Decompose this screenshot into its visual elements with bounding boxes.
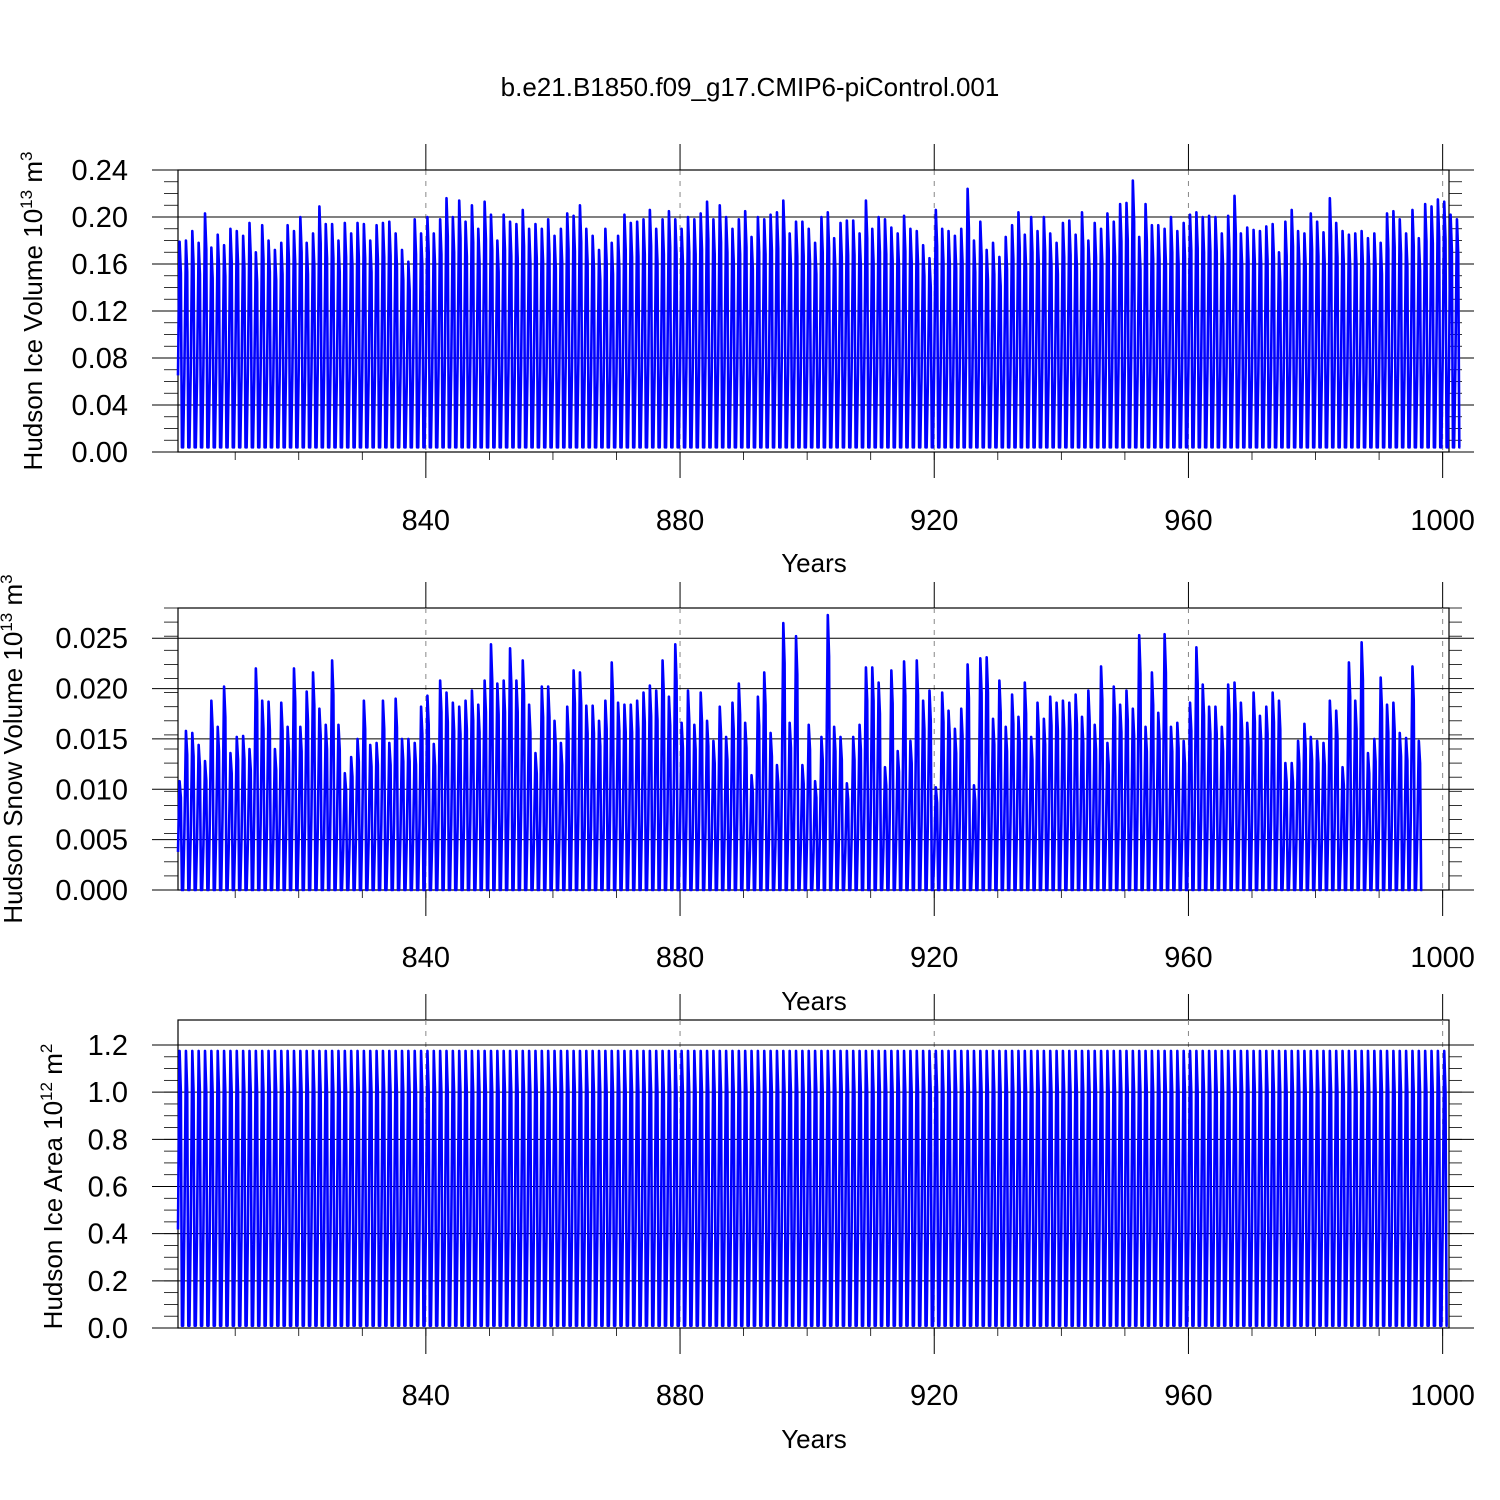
y-tick-label: 1.2: [88, 1030, 128, 1062]
y-tick-label: 0.6: [88, 1172, 128, 1204]
y-tick-label: 0.000: [55, 875, 128, 907]
y-tick-label: 0.20: [72, 202, 128, 234]
y-tick-label: 0.00: [72, 437, 128, 469]
y-tick-label: 0.12: [72, 296, 128, 328]
x-tick-label: 880: [656, 942, 704, 974]
x-tick-label: 960: [1164, 1380, 1212, 1412]
x-tick-label: 960: [1164, 505, 1212, 537]
x-tick-label: 840: [402, 1380, 450, 1412]
x-tick-label: 840: [402, 505, 450, 537]
y-tick-label: 0.8: [88, 1124, 128, 1156]
y-tick-label: 1.0: [88, 1077, 128, 1109]
x-axis-label: Years: [781, 1424, 847, 1454]
y-tick-label: 0.010: [55, 774, 128, 806]
y-tick-label: 0.16: [72, 249, 128, 281]
series-line: [176, 1049, 1448, 1327]
x-tick-label: 1000: [1410, 1380, 1475, 1412]
series-line: [176, 613, 1423, 892]
x-axis-label: Years: [781, 986, 847, 1016]
y-tick-label: 0.4: [88, 1219, 128, 1251]
y-axis-label: Hudson Ice Volume 1013 m3: [17, 152, 48, 471]
x-tick-label: 1000: [1410, 505, 1475, 537]
y-tick-label: 0.020: [55, 674, 128, 706]
x-tick-label: 880: [656, 505, 704, 537]
x-tick-label: 840: [402, 942, 450, 974]
panel-ice-volume: 0.00 0.04 0.08 0.12 0.16 0.20 0.24 840 880 920 960…: [17, 144, 1475, 578]
y-axis-label: Hudson Ice Area 1012 m2: [37, 1044, 68, 1330]
x-tick-label: 920: [910, 1380, 958, 1412]
y-tick-label: 0.0: [88, 1313, 128, 1345]
x-tick-label: 920: [910, 942, 958, 974]
x-tick-label: 960: [1164, 942, 1212, 974]
x-axis-label: Years: [781, 548, 847, 578]
y-tick-label: 0.24: [72, 155, 128, 187]
y-axis-label: Hudson Snow Volume 1013 m3: [0, 574, 28, 923]
x-tick-label: 1000: [1410, 942, 1475, 974]
y-tick-label: 0.08: [72, 343, 128, 375]
y-tick-label: 0.015: [55, 724, 128, 756]
series-line: [176, 179, 1461, 449]
figure-title: b.e21.B1850.f09_g17.CMIP6-piControl.001: [501, 72, 1000, 102]
x-tick-label: 920: [910, 505, 958, 537]
y-tick-label: 0.005: [55, 825, 128, 857]
panel-snow-volume: 0.000 0.005 0.010 0.015 0.020 0.025 840 880 920 9…: [0, 574, 1475, 1016]
y-tick-label: 0.2: [88, 1266, 128, 1298]
x-tick-label: 880: [656, 1380, 704, 1412]
panel-ice-area: 0.0 0.2 0.4 0.6 0.8 1.0 1.2 840 880 920 960 1000 Yea…: [37, 994, 1475, 1454]
y-tick-label: 0.04: [72, 390, 128, 422]
y-tick-label: 0.025: [55, 623, 128, 655]
